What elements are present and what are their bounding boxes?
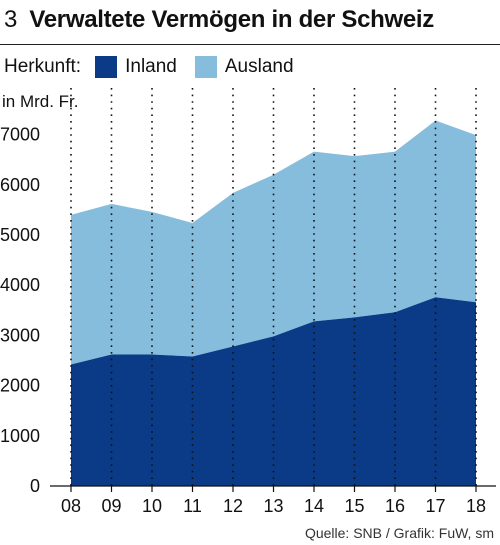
legend-swatch-ausland	[194, 56, 217, 78]
y-axis-unit-label: in Mrd. Fr.	[2, 92, 79, 111]
x-tick-label-17: 17	[425, 496, 445, 516]
x-tick-label-08: 08	[61, 496, 81, 516]
title-divider	[0, 44, 500, 45]
legend-item-inland: Inland	[95, 56, 177, 78]
legend-label-inland: Inland	[125, 56, 177, 77]
x-tick-label-09: 09	[101, 496, 121, 516]
source-note: Quelle: SNB / Grafik: FuW, sm	[304, 525, 494, 541]
x-tick-label-18: 18	[466, 496, 486, 516]
series-area-ausland	[71, 120, 476, 365]
y-tick-label-6000: 6000	[0, 175, 40, 195]
x-tick-label-11: 11	[183, 496, 202, 516]
x-tick-label-13: 13	[263, 496, 283, 516]
x-tick-label-12: 12	[223, 496, 243, 516]
legend: Herkunft: Inland Ausland	[4, 54, 312, 80]
figure-number: 3	[4, 6, 18, 33]
y-tick-label-1000: 1000	[0, 426, 40, 446]
legend-swatch-inland	[95, 56, 118, 78]
legend-caption: Herkunft:	[4, 56, 82, 77]
y-tick-label-4000: 4000	[0, 275, 40, 295]
y-tick-label-7000: 7000	[0, 125, 40, 145]
y-tick-label-2000: 2000	[0, 376, 40, 396]
chart-header: 3 Verwaltete Vermögen in der Schweiz	[4, 6, 434, 38]
x-tick-label-16: 16	[385, 496, 405, 516]
legend-item-ausland: Ausland	[194, 56, 294, 78]
y-tick-label-3000: 3000	[0, 325, 40, 345]
x-tick-label-14: 14	[304, 496, 324, 516]
x-tick-label-15: 15	[344, 496, 364, 516]
y-tick-label-0: 0	[30, 476, 40, 496]
y-tick-label-5000: 5000	[0, 225, 40, 245]
x-tick-label-10: 10	[142, 496, 162, 516]
chart-title: Verwaltete Vermögen in der Schweiz	[29, 6, 434, 33]
legend-label-ausland: Ausland	[224, 56, 294, 77]
